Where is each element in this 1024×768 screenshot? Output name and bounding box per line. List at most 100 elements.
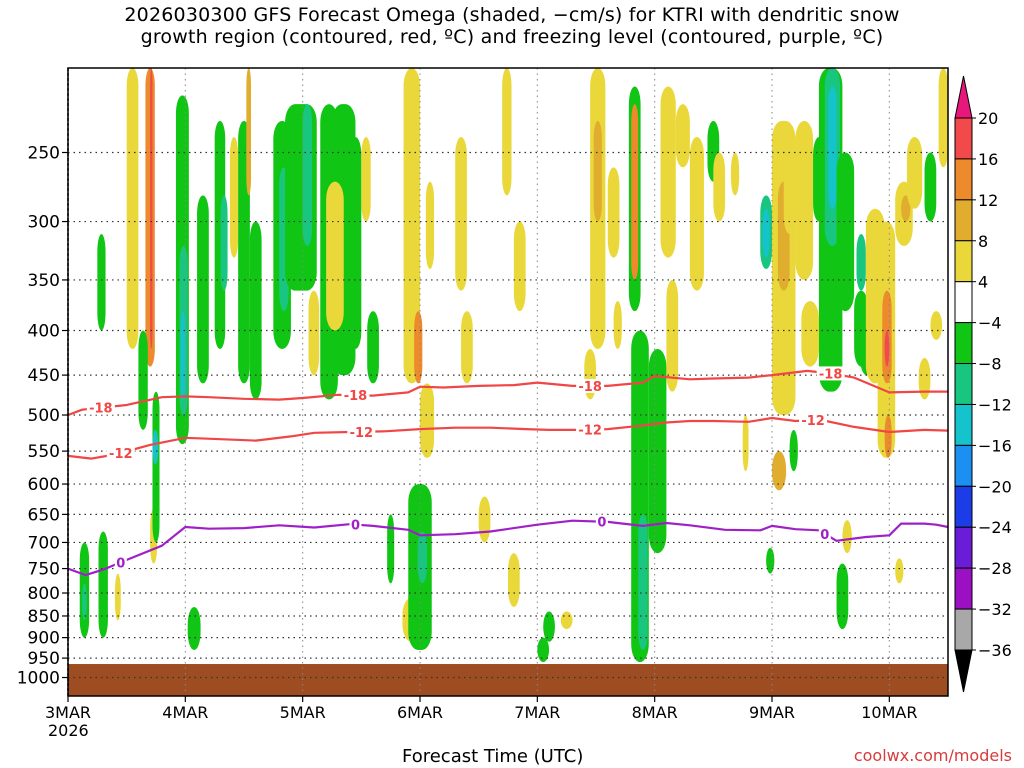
y-tick-label: 300	[28, 213, 60, 233]
omega-cell	[214, 120, 226, 349]
colorbar-label: −16	[978, 436, 1012, 455]
omega-cell	[906, 137, 923, 209]
y-tick-label: 650	[28, 505, 60, 525]
colorbar-bin	[954, 567, 973, 610]
omega-cell	[97, 233, 106, 331]
plot-frame	[67, 67, 949, 697]
colorbar-bin	[954, 281, 973, 324]
colorbar: 20 16 12 8 4 −4 −8 −12 −16 −20 −24 −28 −32 −36	[954, 75, 1012, 693]
y-tick-label: 500	[28, 406, 60, 426]
colorbar-bin	[954, 444, 973, 487]
x-tick-label: 7MAR	[514, 703, 560, 722]
x-tick-label: 6MAR	[397, 703, 443, 722]
omega-cell	[308, 290, 320, 376]
omega-cell	[150, 68, 153, 349]
omega-cell	[813, 137, 825, 222]
x-tick-label: 8MAR	[632, 703, 678, 722]
temperature-contours: -18 -18 -18 -18 -12 -12 -12 -12 0 0 0 0	[67, 366, 949, 577]
y-tick-label: 450	[28, 366, 60, 386]
omega-cell	[901, 195, 911, 222]
omega-cell	[126, 68, 139, 349]
omega-cell	[762, 208, 770, 258]
colorbar-bin	[954, 117, 973, 160]
omega-cell	[801, 300, 819, 367]
y-tick-label: 700	[28, 533, 60, 553]
omega-cell	[367, 311, 379, 384]
contour-label-bg	[349, 517, 362, 532]
contour-label: -12	[350, 426, 374, 441]
omega-cell	[613, 300, 622, 349]
omega-cell	[537, 637, 550, 663]
omega-cell	[938, 68, 948, 168]
omega-cell	[607, 167, 620, 258]
contour-label-bg	[347, 424, 376, 439]
omega-cell	[461, 311, 473, 384]
colorbar-label: −32	[978, 600, 1012, 619]
omega-cell	[420, 383, 435, 458]
omega-cell	[918, 357, 931, 400]
contour-label: -12	[578, 424, 602, 439]
omega-cell	[828, 86, 837, 209]
omega-cell	[543, 611, 555, 642]
omega-cell	[730, 152, 740, 196]
colorbar-bin	[954, 403, 973, 446]
chart-title-line-2: growth region (contoured, red, ºC) and f…	[140, 26, 884, 48]
x-tick-label: 3MAR	[45, 703, 91, 722]
omega-cell	[631, 104, 639, 280]
contour-label: -18	[344, 389, 368, 404]
omega-cell	[836, 563, 849, 630]
colorbar-bin	[954, 526, 973, 569]
contour-label: 0	[820, 528, 829, 543]
contour-label-bg	[818, 526, 831, 541]
omega-cell	[836, 152, 855, 312]
colorbar-bin	[954, 608, 973, 651]
x-tick-label: 10MAR	[861, 703, 917, 722]
contour-label: 0	[116, 556, 125, 571]
colorbar-bin	[954, 485, 973, 528]
colorbar-label: 20	[978, 109, 998, 128]
omega-cell	[403, 68, 420, 384]
omega-cell	[713, 152, 726, 222]
omega-cell	[302, 104, 313, 246]
omega-cell	[884, 330, 890, 367]
contour-label-bg	[114, 555, 127, 570]
source-credit[interactable]: coolwx.com/models	[853, 746, 1012, 765]
y-tick-label: 350	[28, 271, 60, 291]
omega-cell	[638, 514, 648, 651]
omega-cell	[884, 415, 892, 458]
omega-cell	[220, 195, 228, 291]
colorbar-label: 8	[978, 232, 988, 251]
omega-cell	[349, 137, 362, 349]
y-tick-label: 400	[28, 322, 60, 342]
colorbar-label: 12	[978, 191, 998, 210]
omega-cell	[772, 451, 787, 491]
omega-cell	[842, 520, 852, 554]
colorbar-under-arrow	[954, 649, 973, 693]
omega-cell	[783, 137, 796, 234]
plot-border	[67, 67, 949, 697]
x-axis-year-label: 2026	[48, 721, 89, 740]
omega-cell	[425, 181, 435, 269]
colorbar-bin	[954, 158, 973, 201]
omega-cell	[152, 391, 160, 543]
contour-label-bg	[799, 412, 828, 427]
omega-cell	[152, 429, 159, 465]
omega-cell	[508, 553, 520, 607]
omega-cell	[249, 221, 262, 400]
omega-cell	[478, 496, 491, 543]
contour-label: -18	[89, 402, 113, 417]
omega-cell	[326, 181, 344, 331]
omega-cell	[455, 137, 467, 291]
colorbar-label: −12	[978, 395, 1012, 414]
contour-label-bg	[816, 366, 845, 381]
contour-label-bg	[576, 422, 605, 437]
chart-title: 2026030300 GFS Forecast Omega (shaded, −…	[0, 4, 1024, 48]
contour-line	[67, 519, 949, 577]
colorbar-label: −20	[978, 477, 1012, 496]
colorbar-bin	[954, 199, 973, 242]
contour-label-bg	[86, 400, 115, 415]
colorbar-bin	[954, 240, 973, 283]
omega-cell	[924, 152, 937, 222]
omega-cell	[513, 221, 526, 312]
omega-cell	[766, 547, 775, 574]
